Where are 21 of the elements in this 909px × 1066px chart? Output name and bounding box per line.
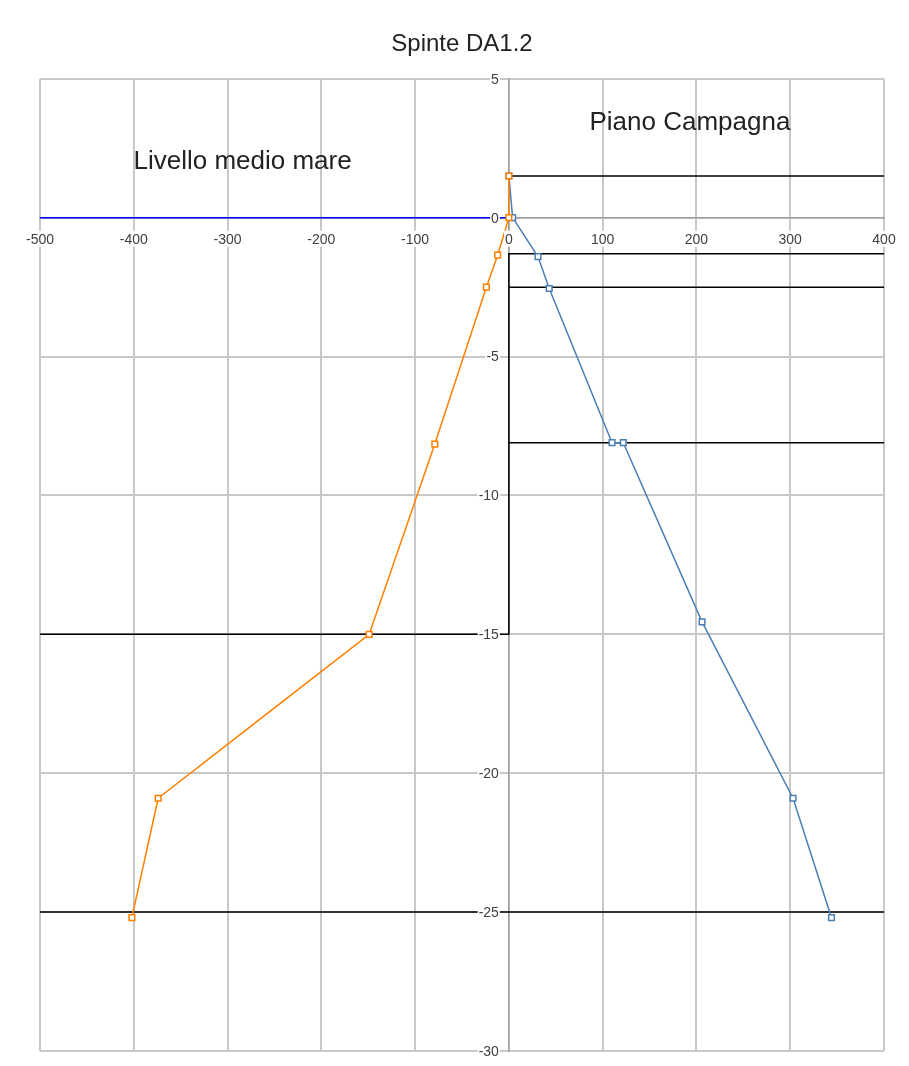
x-tick-label: 400 [872, 230, 896, 247]
x-tick-label: -300 [213, 230, 242, 247]
x-tick-label: 0 [505, 230, 513, 247]
x-tick-label: -400 [119, 230, 148, 247]
x-tick-label: 100 [590, 230, 615, 247]
y-tick-label: -30 [478, 1042, 500, 1059]
y-tick-label: -15 [478, 626, 500, 643]
chart-title: Spinte DA1.2 [391, 29, 533, 57]
x-tick-label: -500 [25, 230, 55, 247]
y-tick-label: -20 [478, 765, 500, 782]
y-tick-label: -25 [478, 903, 500, 920]
y-tick-label: -5 [486, 348, 500, 365]
x-tick-label: 200 [684, 230, 709, 247]
x-tick-label: -200 [307, 230, 336, 247]
x-tick-label: -100 [401, 230, 430, 247]
y-tick-label: 5 [491, 70, 500, 87]
annotation: Livello medio mare [133, 144, 352, 175]
annotation: Piano Campagna [589, 105, 791, 136]
x-tick-label: 300 [778, 230, 803, 247]
y-tick-label: 0 [491, 209, 500, 226]
y-tick-label: -10 [478, 487, 500, 504]
